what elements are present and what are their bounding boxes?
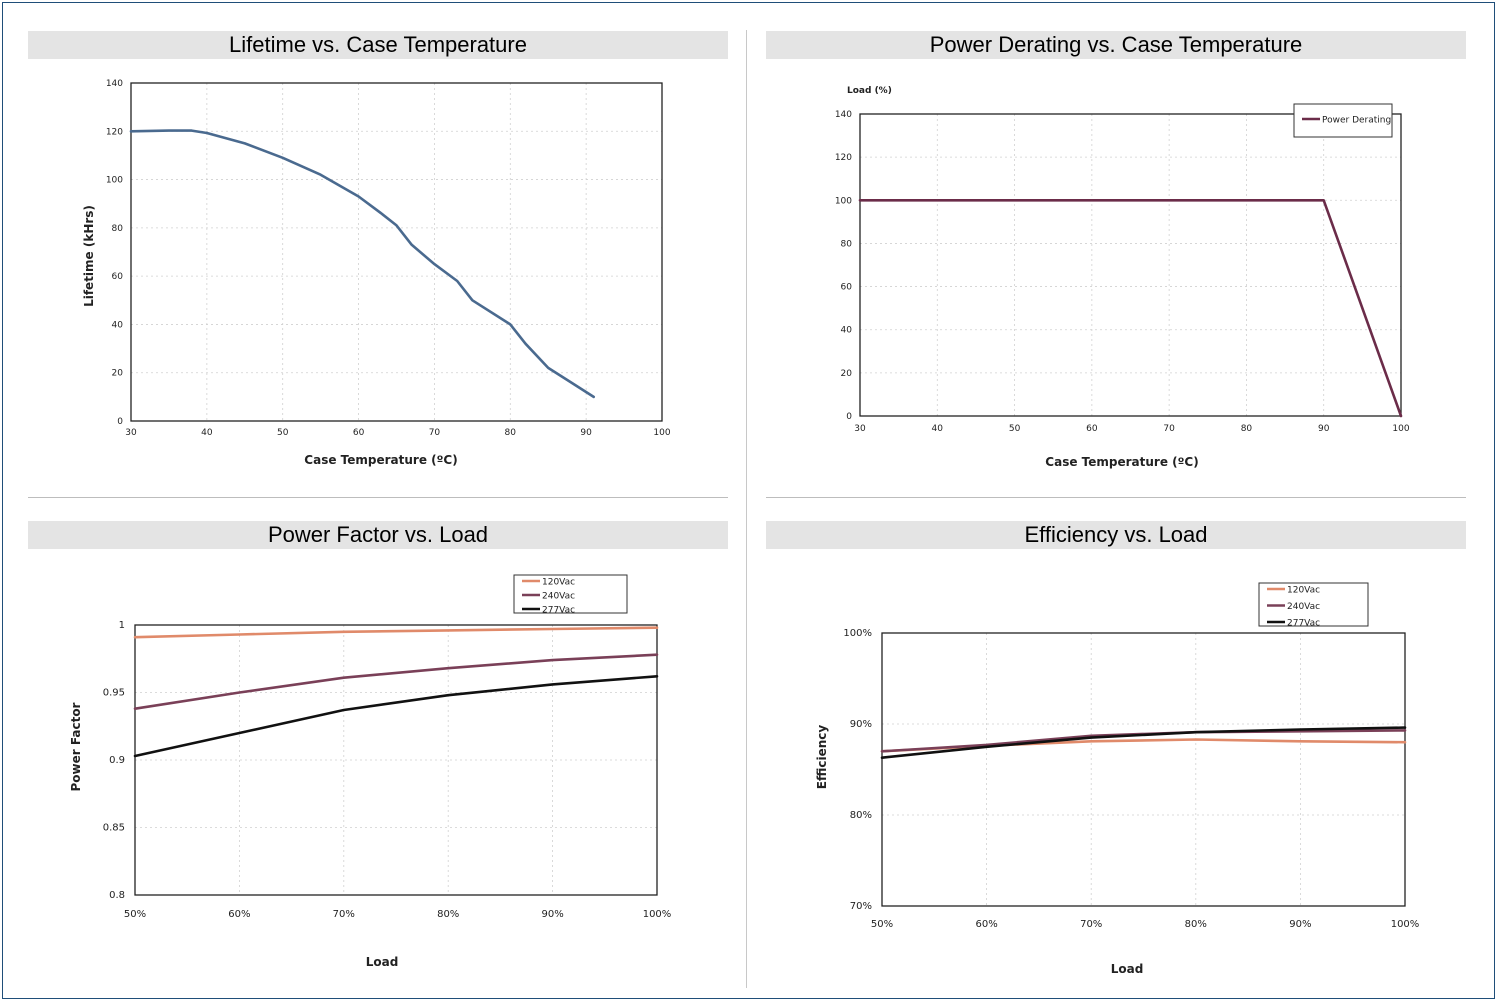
x-tick-label: 90: [580, 428, 592, 438]
x-tick-label: 80: [505, 428, 517, 438]
y-tick-label: 0.9: [109, 755, 125, 766]
y-tick-label: 60: [841, 283, 853, 293]
series-line-240vac: [133, 653, 659, 711]
legend-box: [1293, 103, 1393, 138]
x-tick-label: 60%: [975, 919, 997, 930]
plot-area: [881, 632, 1406, 907]
y-tick-label: 80: [841, 239, 853, 249]
y-tick-label: 140: [835, 110, 852, 120]
y-axis-label: Power Factor: [69, 702, 83, 791]
y-tick-label: 20: [841, 369, 853, 379]
x-tick-label: 30: [854, 424, 866, 434]
plot-area: [859, 113, 1402, 417]
x-axis-label: Load: [1111, 962, 1144, 976]
chart-title-lifetime: Lifetime vs. Case Temperature: [28, 31, 728, 59]
y-tick-label: 80: [112, 224, 124, 234]
x-tick-label: 100: [653, 428, 670, 438]
x-axis-label: Load: [366, 955, 399, 969]
plot-area: [134, 624, 658, 896]
x-tick-label: 90: [1318, 424, 1330, 434]
x-tick-label: 40: [932, 424, 944, 434]
y-tick-label: 120: [106, 127, 123, 137]
x-tick-label: 80%: [1185, 919, 1207, 930]
legend-entry: 240Vac: [1287, 602, 1320, 612]
x-tick-label: 70%: [333, 909, 355, 920]
horizontal-divider-left: [28, 497, 728, 498]
legend-entry: 120Vac: [1287, 586, 1320, 596]
x-axis-label: Case Temperature (ºC): [304, 453, 457, 467]
y-tick-label: 40: [841, 326, 853, 336]
x-tick-label: 100%: [643, 909, 672, 920]
y-tick-label: 140: [106, 79, 123, 89]
plot-area: [130, 82, 663, 422]
y-tick-label: 90%: [850, 719, 872, 730]
x-tick-label: 50: [277, 428, 289, 438]
series-line-0: [129, 129, 596, 399]
x-tick-label: 80: [1241, 424, 1253, 434]
y-tick-label: 0: [117, 417, 123, 427]
y-tick-label: 40: [112, 320, 124, 330]
y-axis-label: Lifetime (kHrs): [82, 205, 96, 307]
x-tick-label: 50%: [124, 909, 146, 920]
series-line-277vac: [880, 726, 1407, 760]
y-axis-label: Efficiency: [815, 725, 829, 790]
legend-entry: 240Vac: [542, 592, 575, 602]
x-tick-label: 90%: [541, 909, 563, 920]
x-tick-label: 80%: [437, 909, 459, 920]
x-tick-label: 60: [353, 428, 365, 438]
x-tick-label: 50%: [871, 919, 893, 930]
x-tick-label: 40: [201, 428, 213, 438]
x-tick-label: 30: [125, 428, 137, 438]
y-tick-label: 70%: [850, 901, 872, 912]
vertical-divider: [746, 30, 747, 988]
x-tick-label: 100: [1392, 424, 1409, 434]
legend-entry: 277Vac: [1287, 619, 1320, 629]
y-tick-label: 100%: [843, 628, 872, 639]
y-tick-label: 80%: [850, 810, 872, 821]
legend-entry: 277Vac: [542, 606, 575, 616]
legend-entry: Power Derating: [1322, 116, 1391, 126]
horizontal-divider-right: [766, 497, 1466, 498]
series-line-power-derating: [858, 199, 1403, 418]
y-tick-label: 20: [112, 369, 124, 379]
y-tick-label: 100: [835, 196, 852, 206]
x-tick-label: 90%: [1289, 919, 1311, 930]
y-tick-label: 0: [846, 412, 852, 422]
y-tick-label: 100: [106, 176, 123, 186]
x-tick-label: 60%: [228, 909, 250, 920]
x-tick-label: 60: [1086, 424, 1098, 434]
chart-title-power-factor: Power Factor vs. Load: [28, 521, 728, 549]
x-tick-label: 50: [1009, 424, 1021, 434]
chart-title-efficiency: Efficiency vs. Load: [766, 521, 1466, 549]
x-tick-label: 70: [429, 428, 441, 438]
y-axis-label: Load (%): [847, 86, 892, 96]
y-tick-label: 0.8: [109, 890, 125, 901]
chart-title-power-derating: Power Derating vs. Case Temperature: [766, 31, 1466, 59]
y-tick-label: 60: [112, 272, 124, 282]
y-tick-label: 0.95: [103, 688, 125, 699]
series-line-277vac: [133, 674, 659, 758]
y-tick-label: 1: [119, 620, 125, 631]
y-tick-label: 120: [835, 153, 852, 163]
x-tick-label: 70: [1163, 424, 1175, 434]
series-line-120vac: [133, 626, 659, 639]
y-tick-label: 0.85: [103, 823, 125, 834]
legend-entry: 120Vac: [542, 578, 575, 588]
x-tick-label: 70%: [1080, 919, 1102, 930]
x-tick-label: 100%: [1391, 919, 1420, 930]
x-axis-label: Case Temperature (ºC): [1045, 455, 1198, 469]
